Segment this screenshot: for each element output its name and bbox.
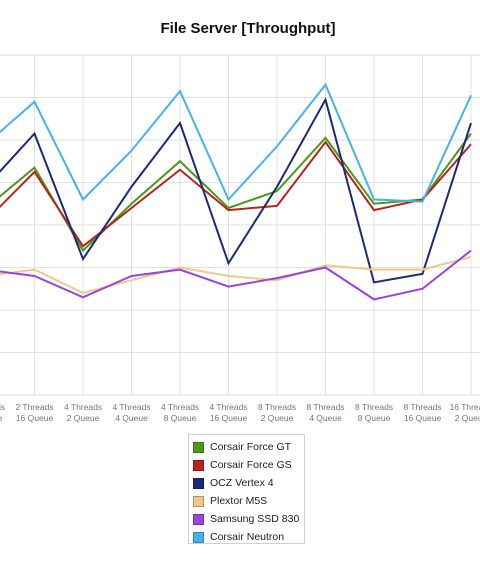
legend-label: Corsair Neutron [210, 531, 285, 543]
legend-label: Corsair Force GS [210, 459, 292, 471]
x-tick-label: 4 Threads 4 Queue [112, 402, 150, 423]
series-line-ocz-vertex-4 [0, 96, 472, 284]
legend-swatch [193, 441, 204, 453]
legend-label: Samsung SSD 830 [210, 513, 300, 525]
series-line-samsung-ssd-830 [0, 249, 472, 301]
legend-swatch [193, 495, 204, 507]
legend-item: Plextor M5S [193, 492, 304, 510]
legend-swatch [193, 459, 204, 471]
legend-item: Corsair Force GT [193, 438, 304, 456]
series-line-plextor-m5s [0, 255, 472, 295]
legend-swatch [193, 513, 204, 525]
series-line-corsair-force-gs [0, 140, 472, 248]
x-tick-label: 4 Threads 8 Queue [161, 402, 199, 423]
chart-title: File Server [Throughput] [160, 20, 336, 37]
legend-label: Plextor M5S [210, 495, 268, 507]
x-tick-label: 8 Threads 16 Queue [403, 402, 441, 423]
x-tick-label: 4 Threads 2 Queue [64, 402, 102, 423]
x-tick-label: 2 Threads 16 Queue [15, 402, 53, 423]
x-tick-label: 8 Threads 2 Queue [258, 402, 296, 423]
legend-item: OCZ Vertex 4 [193, 474, 304, 492]
chart-legend: Corsair Force GT Corsair Force GS OCZ Vert… [188, 434, 305, 544]
x-tick-label: 4 Threads 16 Queue [209, 402, 247, 423]
legend-swatch [193, 477, 204, 489]
legend-label: OCZ Vertex 4 [210, 477, 274, 489]
legend-item: Corsair Force GS [193, 456, 304, 474]
x-tick-label: 8 Threads 8 Queue [355, 402, 393, 423]
legend-swatch [193, 531, 204, 543]
grid [0, 54, 480, 396]
x-tick-label: 8 Threads 4 Queue [306, 402, 344, 423]
legend-item: Samsung SSD 830 [193, 510, 304, 528]
legend-label: Corsair Force GT [210, 441, 292, 453]
series-line-corsair-neutron [0, 82, 472, 203]
legend-item: Corsair Neutron [193, 528, 304, 546]
